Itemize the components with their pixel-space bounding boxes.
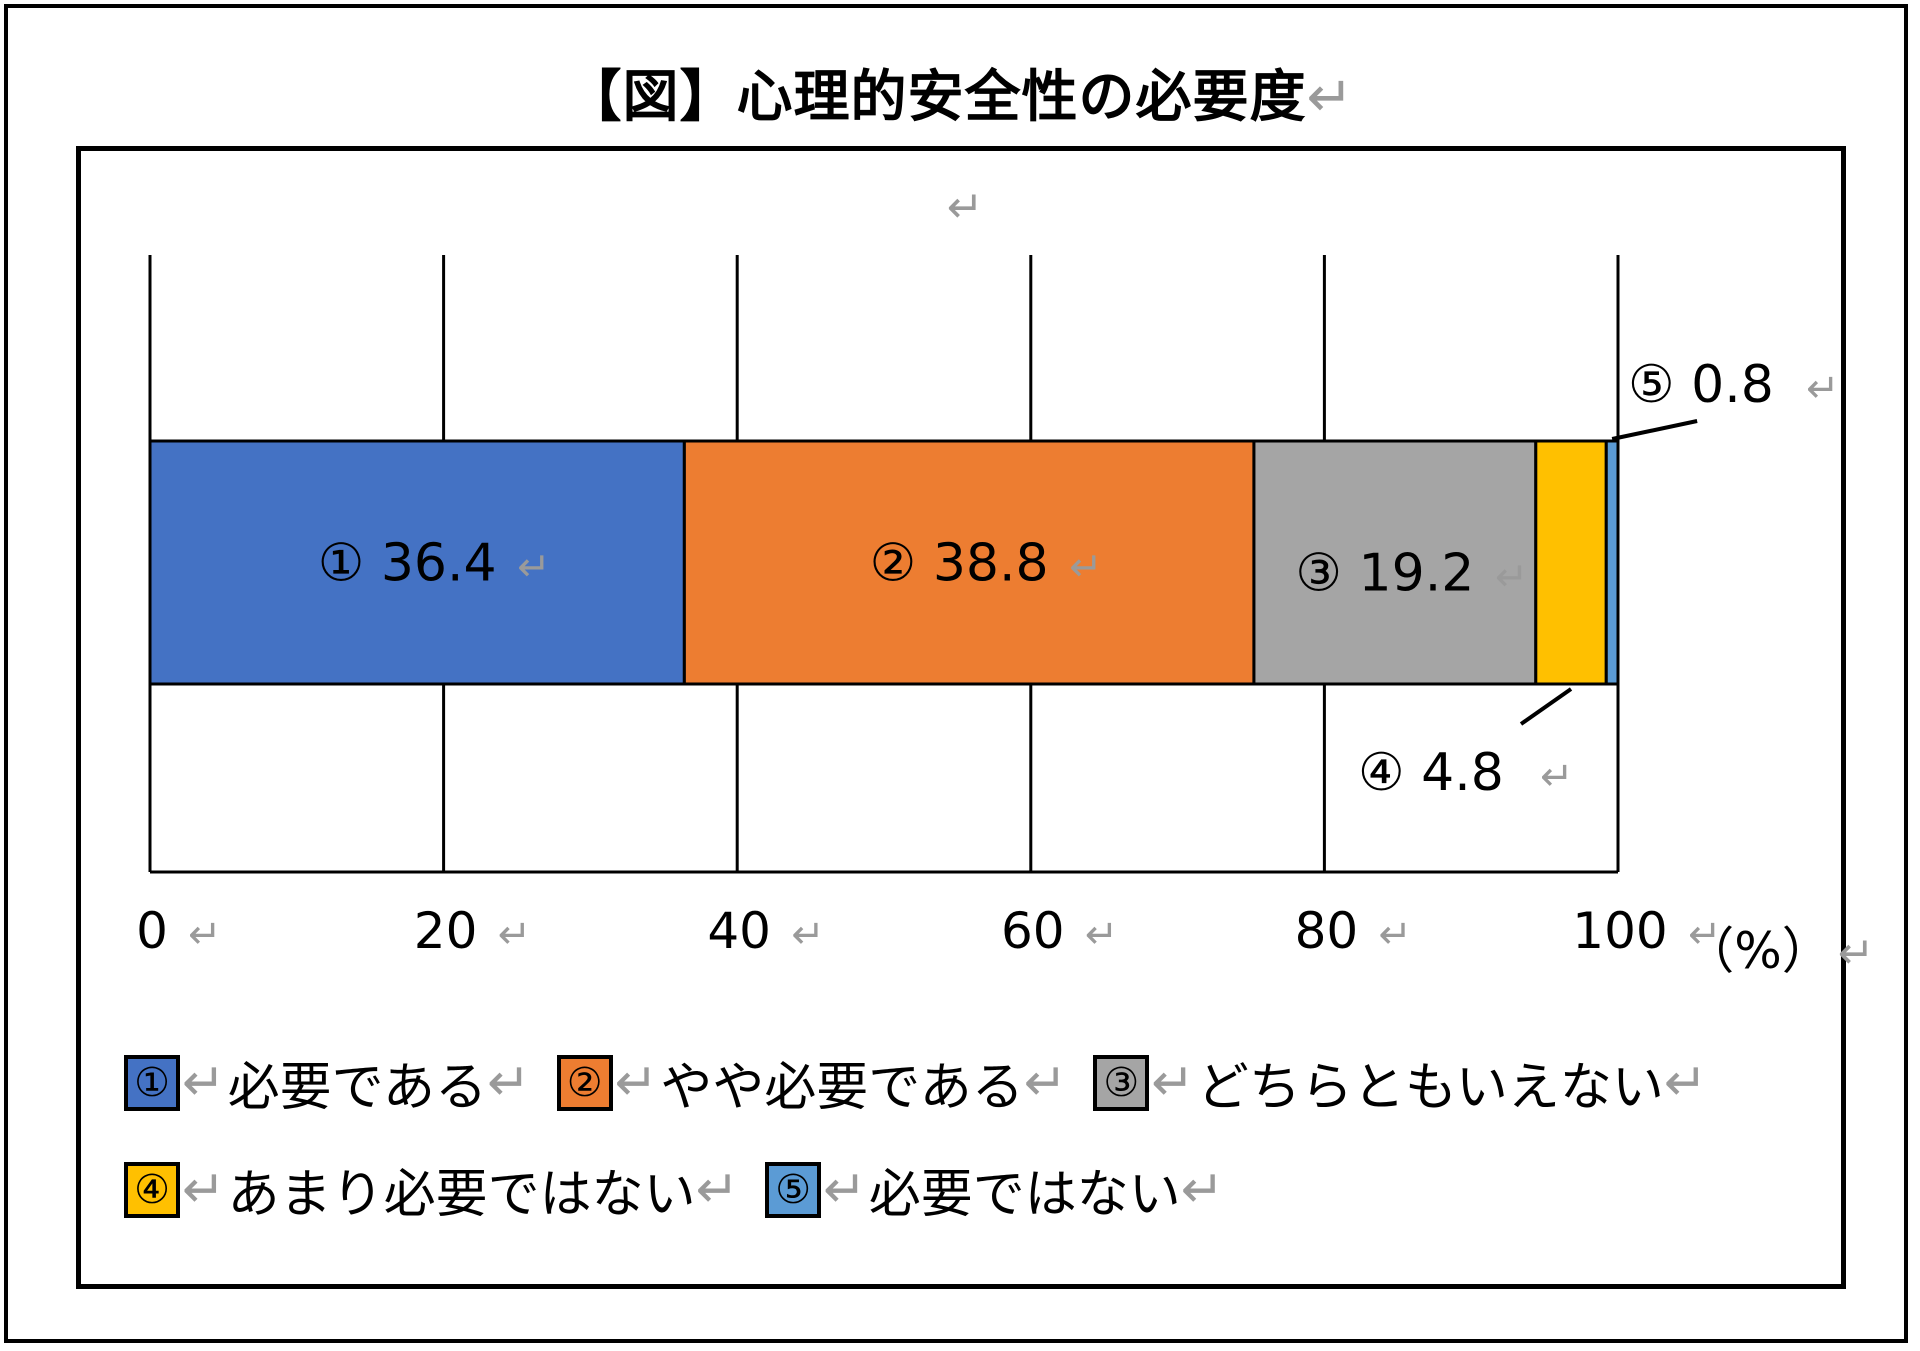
legend-label-5: 必要ではない (868, 1165, 1181, 1225)
legend-item-3: ③ ↵ どちらともいえない ↵ (1093, 1045, 1707, 1120)
legend-item-1: ① ↵ 必要である ↵ (124, 1045, 531, 1120)
legend-label-1: 必要である (227, 1058, 488, 1118)
return-mark: ↵ (1180, 1159, 1225, 1220)
return-mark: ↵ (517, 545, 551, 591)
return-mark: ↵ (1378, 912, 1412, 958)
return-mark: ↵ (182, 1159, 226, 1220)
legend-label-4: あまり必要ではない (227, 1165, 696, 1225)
chart-title: 【図】心理的安全性の必要度↵ (0, 52, 1920, 133)
figure-frame (4, 4, 1908, 1343)
return-mark: ↵ (1663, 1052, 1708, 1113)
return-mark-unit: ↵ (1838, 928, 1875, 979)
data-label-1: ① 36.4 (318, 534, 497, 594)
bar-segment-1 (148, 439, 686, 686)
return-mark: ↵ (487, 1052, 531, 1113)
return-mark: ↵ (614, 1052, 659, 1113)
return-mark: ↵ (823, 1159, 867, 1220)
legend-row-1: ① ↵ 必要である ↵ ② ↵ やや必要である ↵ ③ ↵ どちらともいえない ↵ (124, 1045, 1733, 1120)
legend-swatch-3: ③ (1093, 1054, 1150, 1111)
tick-label-40: 40 (707, 902, 771, 960)
return-mark: ↵ (498, 912, 532, 958)
data-label-2: ② 38.8 (870, 534, 1049, 594)
tick-label-80: 80 (1295, 902, 1359, 960)
return-mark: ↵ (1806, 366, 1840, 412)
bar-segment-3 (1252, 439, 1538, 686)
tick-label-0: 0 (136, 902, 168, 960)
bar-segment-4 (1534, 439, 1608, 686)
bar-segment-5 (1604, 439, 1620, 686)
tick-label-60: 60 (1001, 902, 1065, 960)
leader-line-5 (1611, 419, 1698, 441)
legend-item-2: ② ↵ やや必要である ↵ (556, 1045, 1068, 1120)
legend-item-5: ⑤ ↵ 必要ではない ↵ (765, 1152, 1224, 1227)
legend-label-2: やや必要である (660, 1058, 1024, 1118)
legend-swatch-1: ① (124, 1054, 180, 1111)
return-mark: ↵ (1085, 912, 1119, 958)
tick-label-20: 20 (414, 902, 478, 960)
legend-swatch-2: ② (556, 1054, 613, 1111)
return-mark: ↵ (791, 912, 825, 958)
return-mark: ↵ (1540, 754, 1574, 800)
return-mark: ↵ (1023, 1052, 1068, 1113)
return-mark: ↵ (182, 1052, 226, 1113)
data-label-3: ③ 19.2 (1295, 544, 1474, 604)
legend-label-3: どちらともいえない (1196, 1058, 1664, 1118)
unit-label: （%） (1684, 922, 1832, 980)
legend-item-4: ④ ↵ あまり必要ではない ↵ (124, 1152, 739, 1227)
leader-line-4 (1519, 687, 1573, 726)
return-mark: ↵ (188, 912, 222, 958)
return-mark: ↵ (1688, 912, 1722, 958)
return-mark-top: ↵ (947, 182, 984, 233)
chart-frame (76, 146, 1846, 1289)
data-label-4: ④ 4.8 (1358, 743, 1504, 803)
return-mark: ↵ (1151, 1052, 1195, 1113)
tick-label-100: 100 (1572, 902, 1667, 960)
data-label-5: ⑤ 0.8 (1628, 355, 1774, 415)
legend-swatch-5: ⑤ (765, 1161, 822, 1218)
return-mark: ↵ (695, 1159, 740, 1220)
return-mark: ↵ (1069, 545, 1103, 591)
return-mark: ↵ (1495, 555, 1529, 601)
chart-title-text: 【図】心理的安全性の必要度 (565, 65, 1307, 130)
legend-swatch-4: ④ (124, 1161, 180, 1218)
return-mark: ↵ (1306, 65, 1355, 130)
bar-segment-2 (682, 439, 1256, 686)
legend-row-2: ④ ↵ あまり必要ではない ↵ ⑤ ↵ 必要ではない ↵ (124, 1152, 1250, 1227)
